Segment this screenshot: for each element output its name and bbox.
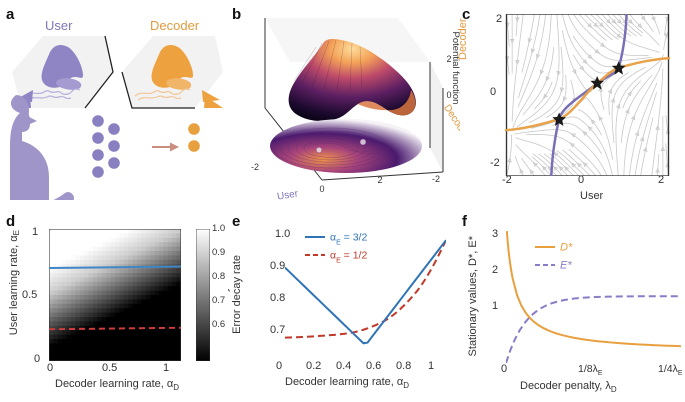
svg-text:E*: E* (560, 260, 572, 272)
svg-text:-2: -2 (251, 162, 259, 172)
svg-text:User: User (276, 188, 299, 200)
svg-text:αE = 1/2: αE = 1/2 (330, 250, 367, 265)
svg-text:2: 2 (377, 175, 382, 185)
svg-text:0: 0 (319, 184, 324, 194)
svg-text:αE = 3/2: αE = 3/2 (330, 232, 367, 247)
svg-text:Decoder: Decoder (441, 103, 460, 141)
svg-text:D*: D* (560, 242, 573, 254)
svg-text:-2: -2 (432, 174, 440, 184)
